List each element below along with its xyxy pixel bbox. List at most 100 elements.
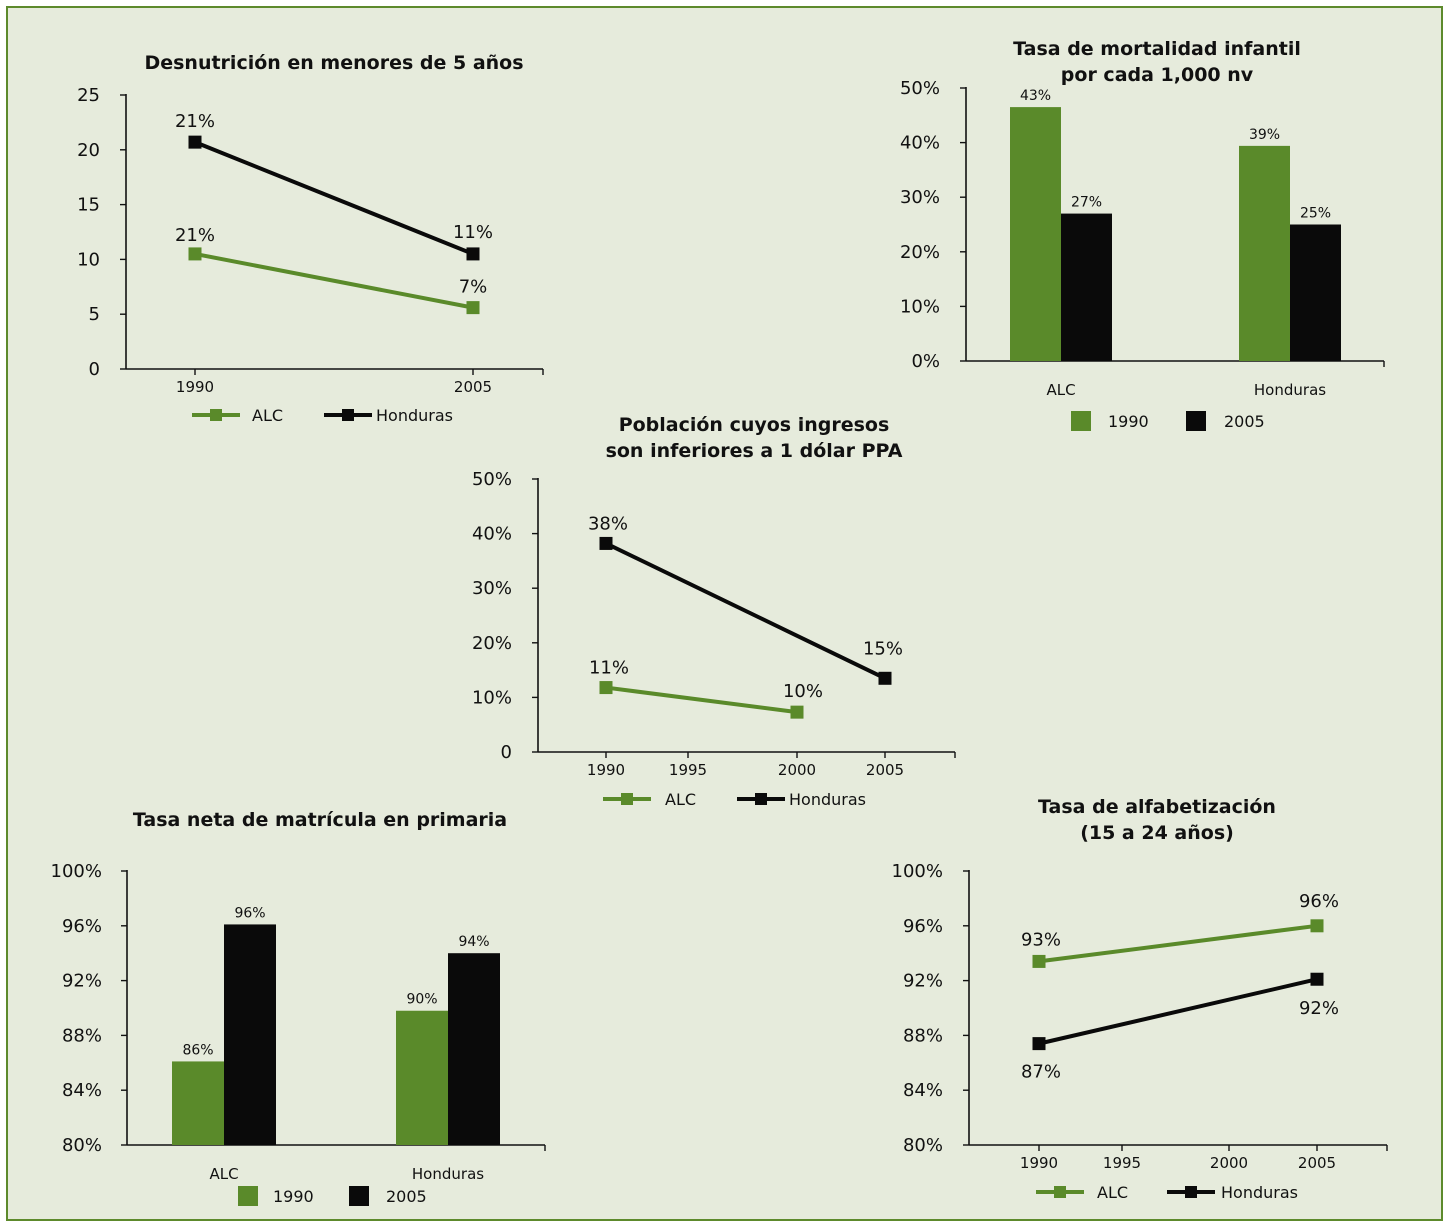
chart-mortalidad-legend-swatch [1186,411,1206,431]
chart-matricula-data-label: 86% [182,1042,213,1058]
chart-mortalidad-y-tick-label: 40% [900,133,940,154]
chart-desnutricion-point-alc [466,301,480,315]
chart-matricula-data-label: 94% [458,934,489,950]
chart-mortalidad-y-tick-label: 0% [911,351,940,372]
chart-matricula-legend-label: 1990 [273,1187,314,1206]
chart-pobreza-x-tick-label: 2000 [778,761,816,779]
chart-matricula-bar-1990 [396,1010,448,1145]
chart-alfabetizacion-line-honduras [1038,977,1318,1046]
chart-alfabetizacion-data-label: 87% [1021,1062,1061,1083]
chart-desnutricion-point-alc [188,247,202,261]
chart-alfabetizacion-legend-label: Honduras [1221,1183,1298,1202]
chart-matricula-bar-1990 [172,1061,224,1145]
chart-pobreza-x-tick-label: 1995 [669,761,707,779]
chart-desnutricion-y-tick-label: 25 [77,85,100,106]
chart-pobreza-legend-marker [755,793,767,805]
chart-mortalidad-category-label: ALC [1046,381,1075,399]
chart-pobreza-y-tick-label: 10% [472,687,512,708]
chart-pobreza-legend-label: Honduras [789,790,866,809]
chart-alfabetizacion-y-tick-label: 84% [903,1080,943,1101]
chart-desnutricion-x-tick-label: 1990 [176,378,214,396]
chart-pobreza-line-honduras [605,541,886,681]
chart-pobreza-y-tick-label: 0 [501,742,512,763]
chart-mortalidad-legend-label: 1990 [1108,412,1149,431]
chart-desnutricion-y-tick-label: 10 [77,249,100,270]
chart-matricula-y-tick-label: 100% [51,861,102,882]
chart-matricula-bar-2005 [448,953,500,1145]
chart-desnutricion-line-honduras [194,140,474,256]
chart-desnutricion-title: Desnutrición en menores de 5 años [144,52,523,74]
chart-alfabetizacion-y-tick-label: 88% [903,1025,943,1046]
chart-alfabetizacion-point-honduras [1032,1037,1046,1051]
chart-alfabetizacion-x-tick-label: 2000 [1210,1154,1248,1172]
chart-pobreza-title: son inferiores a 1 dólar PPA [606,440,903,462]
chart-alfabetizacion-y-tick-label: 100% [892,861,943,882]
chart-alfabetizacion-legend-label: ALC [1097,1183,1128,1202]
chart-matricula-data-label: 96% [234,905,265,921]
chart-pobreza-point-alc [790,705,804,719]
chart-pobreza-title: Población cuyos ingresos [619,414,890,436]
chart-desnutricion-legend-marker [342,409,354,421]
chart-alfabetizacion-x-tick-label: 1990 [1020,1154,1058,1172]
chart-matricula-y-tick-label: 80% [62,1135,102,1156]
chart-pobreza-x-tick-label: 1990 [587,761,625,779]
chart-pobreza-legend-label: ALC [665,790,696,809]
chart-pobreza-data-label: 15% [863,638,903,659]
chart-pobreza-legend-marker [621,793,633,805]
chart-matricula-y-tick-label: 84% [62,1080,102,1101]
chart-alfabetizacion-legend-marker [1185,1186,1197,1198]
chart-desnutricion-legend-marker [210,409,222,421]
chart-alfabetizacion-line-alc [1038,923,1318,964]
chart-matricula-legend-swatch [349,1186,369,1206]
chart-pobreza-y-tick-label: 20% [472,633,512,654]
chart-pobreza-point-honduras [878,671,892,685]
chart-pobreza-y-tick-label: 50% [472,469,512,490]
chart-mortalidad-y-tick-label: 10% [900,296,940,317]
chart-matricula-category-label: Honduras [412,1165,484,1183]
chart-mortalidad-legend-swatch [1071,411,1091,431]
chart-alfabetizacion-title: (15 a 24 años) [1080,822,1234,844]
chart-mortalidad-data-label: 25% [1300,206,1331,222]
chart-matricula-y-tick-label: 92% [62,971,102,992]
chart-alfabetizacion-point-honduras [1310,972,1324,986]
chart-mortalidad-title: por cada 1,000 nv [1061,64,1254,86]
chart-desnutricion-x-tick-label: 2005 [454,378,492,396]
chart-alfabetizacion-legend-marker [1054,1186,1066,1198]
chart-alfabetizacion-y-tick-label: 92% [903,971,943,992]
chart-desnutricion-point-honduras [466,247,480,261]
chart-matricula-bar-2005 [224,924,276,1145]
chart-alfabetizacion-x-tick-label: 2005 [1298,1154,1336,1172]
chart-pobreza-data-label: 38% [588,513,628,534]
chart-pobreza-data-label: 10% [783,681,823,702]
chart-alfabetizacion-point-alc [1310,919,1324,933]
chart-alfabetizacion-y-tick-label: 96% [903,916,943,937]
chart-matricula-title: Tasa neta de matrícula en primaria [133,809,507,831]
chart-pobreza-y-tick-label: 40% [472,524,512,545]
chart-alfabetizacion-title: Tasa de alfabetización [1038,796,1276,818]
chart-alfabetizacion-x-tick-label: 1995 [1103,1154,1141,1172]
chart-desnutricion-y-tick-label: 5 [89,304,100,325]
chart-desnutricion-data-label: 21% [175,111,215,132]
chart-matricula-legend-swatch [238,1186,258,1206]
chart-mortalidad-y-tick-label: 50% [900,78,940,99]
chart-desnutricion-data-label: 11% [453,222,493,243]
chart-mortalidad-bar-1990 [1010,107,1061,361]
chart-desnutricion-data-label: 7% [459,277,488,298]
chart-alfabetizacion-data-label: 93% [1021,929,1061,950]
chart-desnutricion-legend-label: ALC [252,406,283,425]
chart-desnutricion-y-tick-label: 0 [89,359,100,380]
chart-mortalidad-data-label: 43% [1020,88,1051,104]
chart-mortalidad-bar-2005 [1061,213,1112,361]
chart-matricula-y-tick-label: 88% [62,1025,102,1046]
chart-mortalidad-title: Tasa de mortalidad infantil [1013,38,1301,60]
chart-mortalidad-y-tick-label: 30% [900,187,940,208]
chart-desnutricion-data-label: 21% [175,225,215,246]
chart-mortalidad-legend-label: 2005 [1224,412,1265,431]
chart-matricula-y-tick-label: 96% [62,916,102,937]
chart-mortalidad-data-label: 27% [1071,195,1102,211]
chart-mortalidad-y-tick-label: 20% [900,242,940,263]
chart-alfabetizacion-data-label: 96% [1299,891,1339,912]
chart-pobreza-data-label: 11% [589,658,629,679]
chart-desnutricion-y-tick-label: 20 [77,140,100,161]
